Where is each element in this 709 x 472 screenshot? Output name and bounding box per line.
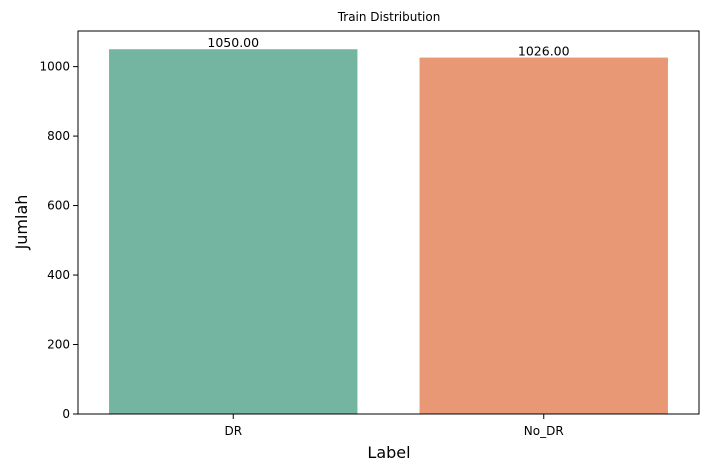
y-axis: 0 200 400 600 800 1000 xyxy=(39,60,78,421)
y-tick-label: 200 xyxy=(47,338,70,352)
data-label: 1026.00 xyxy=(518,44,570,59)
data-labels: 1050.00 1026.00 xyxy=(207,35,569,58)
y-tick-label: 1000 xyxy=(39,60,70,74)
bar-dr xyxy=(109,49,358,414)
plot-frame xyxy=(77,30,700,415)
x-axis: DR No_DR xyxy=(224,414,564,438)
bars xyxy=(109,49,668,415)
y-tick-label: 800 xyxy=(47,129,70,143)
x-tick-label: DR xyxy=(224,424,242,438)
x-tick-label: No_DR xyxy=(524,424,564,438)
bar-no-dr xyxy=(419,57,668,415)
x-axis-title: Label xyxy=(367,443,410,462)
y-axis-title: Jumlah xyxy=(12,195,31,251)
chart-title: Train Distribution xyxy=(337,10,441,24)
y-tick-label: 0 xyxy=(62,407,70,421)
y-tick-label: 400 xyxy=(47,268,70,282)
data-label: 1050.00 xyxy=(207,35,259,50)
y-tick-label: 600 xyxy=(47,199,70,213)
